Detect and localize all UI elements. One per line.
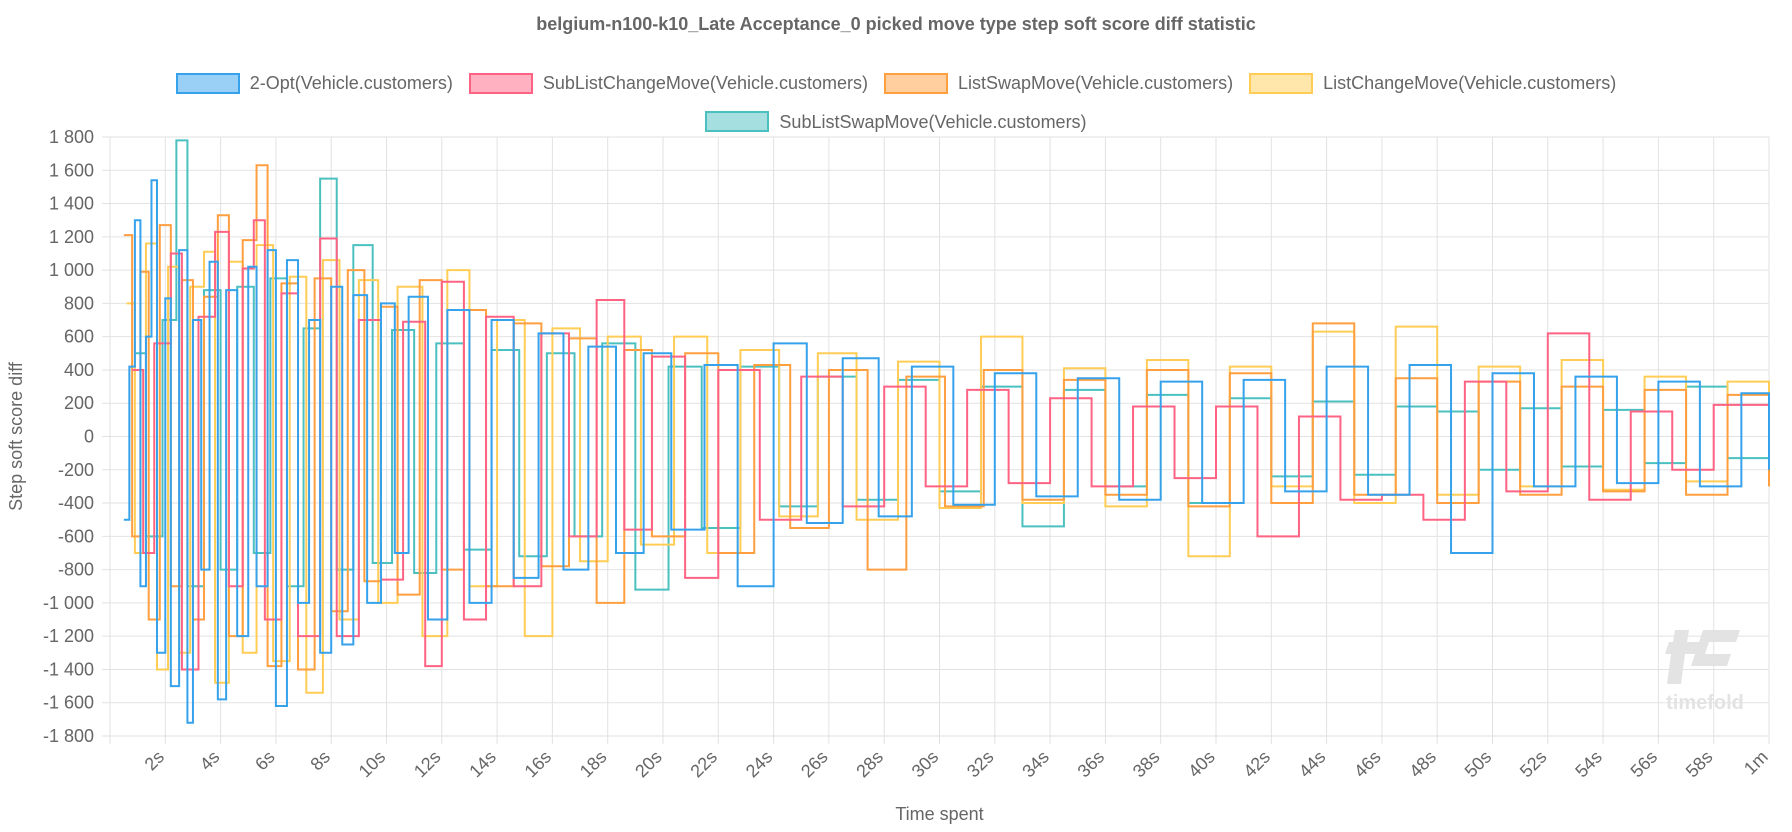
legend-label: ListSwapMove(Vehicle.customers)	[958, 73, 1234, 93]
legend-item[interactable]: ListChangeMove(Vehicle.customers)	[1249, 66, 1616, 100]
x-tick-label: 44s	[1295, 747, 1330, 782]
x-tick-label: 6s	[251, 747, 279, 775]
x-tick-label: 58s	[1682, 747, 1717, 782]
legend-label: SubListChangeMove(Vehicle.customers)	[542, 73, 868, 93]
y-tick-label: 1 600	[49, 160, 94, 180]
x-tick-label: 8s	[306, 747, 334, 775]
y-tick-label: -1 200	[43, 626, 94, 646]
y-tick-label: -600	[58, 526, 94, 546]
x-tick-label: 38s	[1129, 747, 1164, 782]
x-tick-label: 36s	[1074, 747, 1109, 782]
y-tick-label: -1 800	[43, 726, 94, 746]
x-tick-label: 30s	[908, 747, 943, 782]
x-tick-label: 10s	[355, 747, 390, 782]
x-tick-label: 14s	[465, 747, 500, 782]
x-tick-label: 54s	[1571, 747, 1606, 782]
x-tick-label: 40s	[1184, 747, 1219, 782]
y-tick-label: -1 400	[43, 659, 94, 679]
x-tick-label: 12s	[410, 747, 445, 782]
y-tick-label: 800	[64, 293, 94, 313]
x-tick-label: 42s	[1239, 747, 1274, 782]
x-tick-label: 34s	[1018, 747, 1053, 782]
y-tick-label: -1 000	[43, 593, 94, 613]
watermark-text: timefold	[1666, 692, 1744, 714]
y-tick-label: 1 800	[49, 127, 94, 147]
y-tick-label: 600	[64, 327, 94, 347]
legend-swatch	[175, 72, 240, 94]
x-tick-label: 48s	[1405, 747, 1440, 782]
series-line-2	[123, 164, 1770, 671]
series-line-0	[123, 179, 1770, 724]
x-tick-label: 28s	[852, 747, 887, 782]
legend-swatch	[1249, 72, 1314, 94]
x-tick-label: 4s	[196, 747, 224, 775]
legend-item[interactable]: ListSwapMove(Vehicle.customers)	[884, 66, 1233, 100]
y-tick-label: 1 000	[49, 260, 94, 280]
x-tick-label: 20s	[631, 747, 666, 782]
legend-item[interactable]: 2-Opt(Vehicle.customers)	[175, 66, 453, 100]
x-tick-label: 24s	[742, 747, 777, 782]
x-tick-label: 32s	[963, 747, 998, 782]
y-axis-title: Step soft score diff	[6, 361, 26, 511]
x-tick-label: 52s	[1516, 747, 1551, 782]
x-tick-label: 22s	[686, 747, 721, 782]
x-tick-label: 1m	[1740, 747, 1772, 779]
x-tick-label: 16s	[521, 747, 556, 782]
x-tick-label: 2s	[141, 747, 169, 775]
timefold-logo-icon	[1665, 630, 1740, 684]
legend-item[interactable]: SubListSwapMove(Vehicle.customers)	[705, 105, 1087, 139]
chart-title: belgium-n100-k10_Late Acceptance_0 picke…	[536, 14, 1256, 34]
y-tick-label: -1 600	[43, 693, 94, 713]
legend-label: 2-Opt(Vehicle.customers)	[249, 73, 453, 93]
legend-swatch	[705, 111, 770, 132]
legend-swatch	[884, 72, 948, 94]
x-tick-label: 50s	[1461, 747, 1496, 782]
legend-swatch	[468, 72, 533, 94]
y-tick-label: 200	[64, 393, 94, 413]
y-tick-label: 1 400	[49, 194, 94, 214]
y-tick-label: -200	[58, 460, 94, 480]
y-tick-label: -400	[58, 493, 94, 513]
y-tick-label: -800	[58, 560, 94, 580]
legend-label: ListChangeMove(Vehicle.customers)	[1323, 73, 1617, 93]
legend: 2-Opt(Vehicle.customers) SubListChangeMov…	[0, 66, 1792, 143]
y-tick-label: 400	[64, 360, 94, 380]
timefold-watermark: timefold	[1665, 630, 1745, 715]
legend-label: SubListSwapMove(Vehicle.customers)	[779, 111, 1087, 132]
y-tick-label: 0	[84, 427, 94, 447]
x-tick-label: 46s	[1350, 747, 1385, 782]
x-tick-label: 26s	[797, 747, 832, 782]
x-axis-title: Time spent	[895, 804, 983, 824]
x-tick-label: 18s	[576, 747, 611, 782]
y-tick-label: 1 200	[49, 227, 94, 247]
legend-item[interactable]: SubListChangeMove(Vehicle.customers)	[468, 66, 868, 100]
x-tick-label: 56s	[1627, 747, 1662, 782]
